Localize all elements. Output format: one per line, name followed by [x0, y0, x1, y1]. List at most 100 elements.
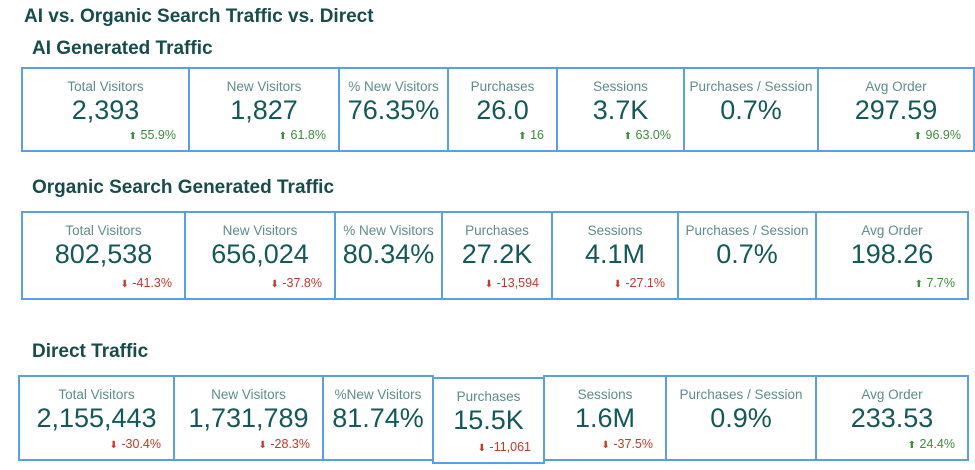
kpi-label: Avg Order: [865, 79, 927, 94]
arrow-down-icon: ⬇: [120, 279, 129, 290]
kpi-value: 1,731,789: [188, 403, 309, 433]
kpi-delta: ⬇ -30.4%: [110, 437, 161, 451]
kpi-delta: ⬆ 7.7%: [915, 276, 955, 290]
kpi-card: Avg Order 233.53 ⬆ 24.4%: [815, 375, 969, 461]
page-title: AI vs. Organic Search Traffic vs. Direct: [24, 6, 374, 27]
kpi-delta: ⬇ -13,594: [485, 276, 539, 290]
kpi-card: Avg Order 297.59 ⬆ 96.9%: [817, 67, 975, 152]
arrow-up-icon: ⬆: [128, 131, 138, 142]
kpi-delta: ⬆ 16: [518, 128, 544, 142]
kpi-value: 3.7K: [592, 95, 649, 125]
kpi-value: 26.0: [476, 95, 529, 125]
kpi-card: Total Visitors 802,538 ⬇ -41.3%: [21, 211, 186, 300]
kpi-card: Total Visitors 2,155,443 ⬇ -30.4%: [18, 375, 175, 461]
kpi-value: 27.2K: [461, 239, 533, 269]
kpi-label: Avg Order: [861, 223, 923, 238]
kpi-delta-value: 16: [530, 128, 544, 142]
kpi-label: Purchases: [470, 79, 535, 94]
kpi-label: Total Visitors: [67, 79, 144, 94]
kpi-label: Purchases / Session: [685, 223, 809, 238]
kpi-label: %New Visitors: [334, 387, 422, 402]
kpi-delta-value: -28.3%: [270, 437, 310, 451]
kpi-card: % New Visitors 76.35%: [338, 67, 449, 152]
arrow-up-icon: ⬆: [913, 131, 923, 142]
kpi-value: 81.74%: [332, 403, 424, 433]
kpi-delta: ⬆ 24.4%: [908, 437, 955, 451]
kpi-label: Total Visitors: [58, 387, 135, 402]
kpi-delta-value: -30.4%: [121, 437, 161, 451]
kpi-delta: ⬆ 55.9%: [129, 128, 176, 142]
kpi-label: Total Visitors: [65, 223, 142, 238]
kpi-label: New Visitors: [222, 223, 298, 238]
kpi-delta: ⬇ -41.3%: [121, 276, 172, 290]
arrow-down-icon: ⬇: [613, 279, 622, 290]
section-title: Organic Search Generated Traffic: [32, 177, 335, 198]
kpi-value: 2,393: [71, 95, 140, 125]
kpi-value: 656,024: [211, 239, 309, 269]
kpi-label: Sessions: [577, 387, 633, 402]
kpi-label: New Visitors: [211, 387, 286, 402]
kpi-value: 76.35%: [347, 95, 440, 125]
kpi-value: 297.59: [854, 95, 938, 125]
kpi-label: Sessions: [587, 223, 643, 238]
kpi-label: Avg Order: [861, 387, 923, 402]
kpi-delta-value: 55.9%: [140, 128, 176, 142]
kpi-delta: ⬆ 96.9%: [914, 128, 961, 142]
kpi-value: 15.5K: [453, 405, 524, 435]
kpi-delta-value: 96.9%: [925, 128, 961, 142]
arrow-up-icon: ⬆: [623, 131, 633, 142]
kpi-card: Purchases 27.2K ⬇ -13,594: [441, 211, 553, 300]
kpi-card: Avg Order 198.26 ⬆ 7.7%: [815, 211, 969, 300]
section-title: AI Generated Traffic: [32, 38, 213, 59]
kpi-delta: ⬇ -27.1%: [614, 276, 665, 290]
kpi-card: Purchases / Session 0.7%: [677, 211, 817, 300]
kpi-delta-value: -13,594: [496, 276, 539, 290]
kpi-delta: ⬆ 63.0%: [624, 128, 671, 142]
kpi-label: Purchases: [456, 389, 521, 404]
kpi-value: 1.6M: [574, 403, 636, 433]
kpi-card: New Visitors 1,827 ⬆ 61.8%: [188, 67, 340, 152]
kpi-value: 2,155,443: [36, 403, 157, 433]
kpi-delta-value: -11,061: [489, 440, 531, 454]
kpi-card: New Visitors 656,024 ⬇ -37.8%: [184, 211, 336, 300]
kpi-card: Purchases 15.5K ⬇ -11,061: [432, 377, 545, 464]
kpi-value: 0.9%: [710, 403, 772, 433]
kpi-delta: ⬆ 61.8%: [279, 128, 326, 142]
arrow-down-icon: ⬇: [484, 279, 494, 290]
kpi-delta-value: -37.8%: [282, 276, 322, 290]
kpi-delta-value: 63.0%: [635, 128, 671, 142]
kpi-delta-value: 61.8%: [290, 128, 326, 142]
arrow-down-icon: ⬇: [109, 440, 118, 451]
kpi-delta-value: -41.3%: [132, 276, 172, 290]
kpi-card: Sessions 3.7K ⬆ 63.0%: [556, 67, 685, 152]
kpi-delta-value: 7.7%: [926, 276, 956, 290]
arrow-up-icon: ⬆: [907, 440, 917, 451]
arrow-up-icon: ⬆: [914, 279, 924, 290]
kpi-value: 0.7%: [720, 95, 782, 125]
kpi-value: 80.34%: [342, 239, 435, 269]
kpi-label: % New Visitors: [348, 79, 439, 94]
kpi-delta: ⬇ -37.5%: [602, 437, 653, 451]
kpi-delta: ⬇ -11,061: [478, 440, 531, 454]
kpi-value: 0.7%: [716, 239, 778, 269]
kpi-label: Purchases: [465, 223, 529, 238]
arrow-down-icon: ⬇: [258, 440, 267, 451]
kpi-label: Sessions: [593, 79, 648, 94]
kpi-delta-value: 24.4%: [919, 437, 955, 451]
kpi-label: Purchases / Session: [679, 387, 803, 402]
kpi-card: New Visitors 1,731,789 ⬇ -28.3%: [173, 375, 324, 461]
kpi-card: Sessions 4.1M ⬇ -27.1%: [551, 211, 679, 300]
kpi-delta-value: -37.5%: [613, 437, 653, 451]
arrow-up-icon: ⬆: [278, 131, 288, 142]
kpi-card: % New Visitors 80.34%: [334, 211, 443, 300]
kpi-card: Purchases / Session 0.7%: [683, 67, 819, 152]
kpi-value: 1,827: [230, 95, 298, 125]
kpi-label: New Visitors: [226, 79, 302, 94]
kpi-value: 198.26: [850, 239, 934, 269]
kpi-delta-value: -27.1%: [625, 276, 665, 290]
kpi-value: 233.53: [850, 403, 934, 433]
arrow-up-icon: ⬆: [518, 131, 527, 142]
arrow-down-icon: ⬇: [270, 279, 279, 290]
arrow-down-icon: ⬇: [477, 443, 487, 454]
kpi-value: 4.1M: [584, 239, 646, 269]
